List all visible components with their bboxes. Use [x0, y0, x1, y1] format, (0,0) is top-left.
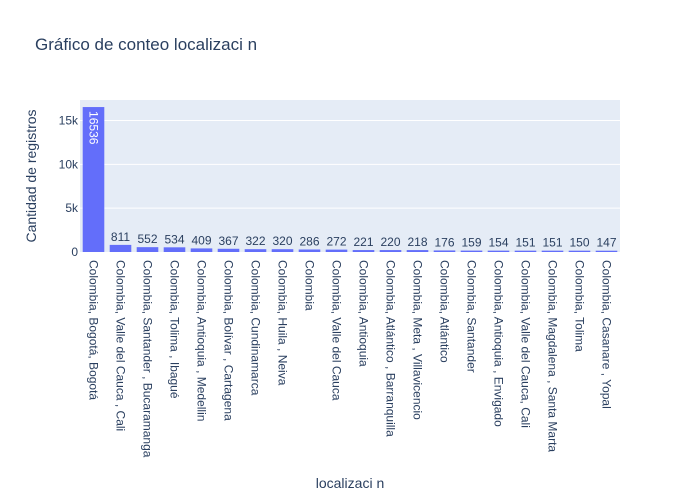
x-tick-label: Colombia, Valle del Cauca , Cali: [114, 260, 128, 431]
y-tick-label: 0: [71, 245, 78, 259]
bar: [217, 248, 240, 252]
bar: [514, 250, 537, 252]
x-tick-label: Colombia, Magdalena , Santa Marta: [546, 260, 560, 452]
bar: [595, 250, 618, 252]
data-label: 176: [434, 235, 454, 249]
bar: [406, 250, 429, 252]
bar: [109, 244, 132, 252]
x-tick-label: Colombia: [303, 260, 317, 311]
x-tick-label: Colombia, Casanare , Yopal: [600, 260, 614, 409]
data-label: 221: [353, 235, 373, 249]
bar: [163, 247, 186, 252]
data-label: 811: [111, 230, 130, 244]
x-tick-label: Colombia, Cundinamarca: [249, 260, 263, 396]
y-tick-label: 15k: [59, 114, 79, 128]
bars: [82, 107, 618, 252]
bar: [82, 107, 105, 252]
data-labels: 16536 811 552 534 409 367 322 320 286 272 221 220 21…: [87, 111, 617, 250]
x-tick-label: Colombia, Antioquia: [357, 260, 371, 367]
bar: [271, 249, 294, 252]
data-label: 367: [218, 234, 238, 248]
x-tick-label: Colombia, Tolima: [573, 260, 587, 352]
x-tick-label: Colombia, Santander , Bucaramanga: [141, 260, 155, 458]
data-label: 322: [245, 234, 265, 248]
x-tick-label: Colombia, Huila , Neiva: [276, 260, 290, 386]
data-label: 147: [596, 236, 616, 250]
y-axis-title: Cantidad de registros: [23, 109, 39, 242]
x-tick-label: Colombia, Antioquia , Envigado: [492, 260, 506, 427]
data-label: 159: [461, 236, 481, 250]
bar: [298, 249, 321, 252]
x-axis-ticks: Colombia, Bogotá, Bogotá Colombia, Valle …: [87, 260, 614, 458]
data-label: 151: [542, 236, 562, 250]
x-tick-label: Colombia, Valle del Cauca: [330, 260, 344, 401]
x-tick-label: Colombia, Bogotá, Bogotá: [87, 260, 101, 400]
data-label: 16536: [87, 111, 101, 145]
x-tick-label: Colombia, Antioquia , Medellin: [195, 260, 209, 421]
data-label: 220: [380, 235, 400, 249]
data-label: 286: [299, 234, 319, 248]
bar: [136, 247, 159, 252]
data-label: 552: [137, 232, 157, 246]
x-tick-label: Colombia, Atlántico: [438, 260, 452, 363]
data-label: 154: [488, 236, 508, 250]
bar: [244, 249, 267, 252]
chart-title: Gráfico de conteo localizaci n: [35, 35, 257, 54]
data-label: 150: [569, 236, 589, 250]
data-label: 534: [164, 232, 184, 246]
bar: [379, 250, 402, 252]
x-tick-label: Colombia, Santander: [465, 260, 479, 373]
gridlines: [80, 120, 620, 209]
x-tick-label: Colombia, Valle del Cauca, Cali: [519, 260, 533, 428]
x-tick-label: Colombia, Tolima , Ibagué: [168, 260, 182, 399]
x-tick-label: Colombia, Atlántico , Barranquilla: [384, 260, 398, 437]
data-label: 151: [515, 236, 535, 250]
bar: [433, 250, 456, 252]
data-label: 409: [191, 233, 211, 247]
data-label: 272: [326, 235, 346, 249]
bar: [541, 250, 564, 252]
bar: [325, 249, 348, 252]
x-axis-title: localizaci n: [316, 475, 384, 491]
x-tick-label: Colombia, Bolívar , Cartagena: [222, 260, 236, 421]
y-axis-ticks: 0 5k 10k 15k: [59, 114, 79, 259]
bar: [190, 248, 213, 252]
bar: [352, 250, 375, 252]
x-tick-label: Colombia, Meta , Villavicencio: [411, 260, 425, 420]
data-label: 218: [407, 235, 427, 249]
y-tick-label: 10k: [59, 157, 79, 171]
bar: [460, 250, 483, 252]
plot-area: [80, 100, 620, 252]
data-label: 320: [272, 234, 292, 248]
bar: [487, 250, 510, 252]
bar: [568, 250, 591, 252]
y-tick-label: 5k: [65, 201, 79, 215]
